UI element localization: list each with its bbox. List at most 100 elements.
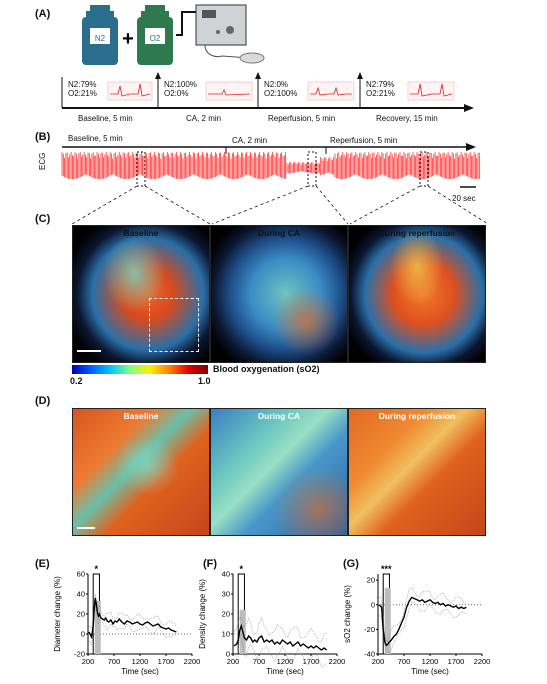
oct-image-d-during-ca: During CA	[210, 408, 348, 536]
scale-bar	[77, 527, 95, 529]
error-upper	[88, 594, 177, 630]
panel-c-title-during-ca: During CA	[257, 228, 301, 238]
oct-image-c-during-ca: During CA	[210, 225, 348, 363]
ecg-snippets	[107, 81, 455, 101]
ca-bar	[384, 587, 391, 654]
error-lower	[88, 601, 177, 646]
ecg-ca-label: CA, 2 min	[232, 136, 268, 145]
x-tick-label: 1200	[422, 657, 439, 666]
y-tick-label: 0	[371, 600, 375, 609]
panel-a-schematic: N2 + O2	[61, 4, 474, 112]
x-tick-label: 700	[253, 657, 266, 666]
y-tick-label: 40	[77, 590, 85, 599]
chart-diameter-change: 200 700 1200 1700 2200 -20 0 20 40 60 Time (sec) Di…	[53, 564, 200, 676]
x-tick-label: 700	[108, 657, 121, 666]
panel-label-a: (A)	[35, 8, 51, 20]
phase-baseline: Baseline, 5 min	[78, 114, 133, 123]
chart-so2-change: 200 700 1200 1700 2200 -40 -20 0 20 Time (sec) sO2…	[343, 564, 490, 676]
phase-reperfusion: Reperfusion, 5 min	[268, 114, 336, 123]
ecg-reperfusion-label: Reperfusion, 5 min	[330, 136, 398, 145]
y-tick-label: -20	[364, 625, 375, 634]
x-tick-label: 2200	[184, 657, 200, 666]
y-tick-label: -20	[74, 650, 85, 659]
ecg-waveform	[61, 152, 480, 180]
x-tick-label: 200	[82, 657, 95, 666]
panel-label-b: (B)	[35, 131, 51, 143]
phase-ca: CA, 2 min	[186, 114, 222, 123]
ecg-trace	[61, 143, 489, 225]
panel-label-c: (C)	[35, 213, 51, 225]
series-line	[378, 596, 467, 647]
gas-condition-3: N2:0% O2:100%	[264, 80, 298, 98]
panel-label-e: (E)	[35, 558, 50, 570]
y-tick-label: 40	[222, 570, 230, 579]
gas-condition-1: N2:79% O2:21%	[68, 80, 97, 98]
y-axis-label: sO2 change (%)	[343, 585, 352, 643]
phase-recovery: Recovery, 15 min	[376, 114, 438, 123]
x-tick-label: 1200	[132, 657, 149, 666]
x-axis-label: Time (sec)	[411, 667, 449, 676]
panel-c-title-reperfusion: During reperfusion	[378, 228, 456, 238]
chart-density-change: 200 700 1200 1700 2200 0 10 20 30 40 Time (sec) Den…	[198, 564, 345, 676]
x-tick-label: 1700	[303, 657, 320, 666]
significance-marker: *	[240, 564, 244, 574]
y-tick-label: 20	[222, 610, 230, 619]
x-tick-label: 700	[398, 657, 411, 666]
y-tick-label: 20	[77, 610, 85, 619]
ca-bar	[94, 601, 101, 654]
y-tick-label: 0	[81, 630, 85, 639]
panel-d-title-reperfusion: During reperfusion	[378, 411, 456, 421]
x-tick-label: 1200	[277, 657, 294, 666]
y-axis-label: Density change (%)	[198, 579, 207, 649]
colorbar-label: Blood oxygenation (sO2)	[213, 364, 320, 374]
x-axis-label: Time (sec)	[266, 667, 304, 676]
x-tick-label: 2200	[474, 657, 490, 666]
o2-label: O2	[150, 34, 161, 43]
colorbar-min: 0.2	[70, 376, 83, 386]
panel-label-d: (D)	[35, 395, 51, 407]
y-tick-label: 10	[222, 630, 230, 639]
significance-marker: *	[95, 564, 99, 574]
series-line	[233, 623, 328, 651]
error-lower	[378, 601, 467, 653]
x-axis-label: Time (sec)	[121, 667, 159, 676]
ecg-baseline-label: Baseline, 5 min	[68, 134, 123, 143]
series-line	[88, 597, 177, 640]
error-upper	[378, 587, 467, 642]
panel-label-g: (G)	[343, 558, 359, 570]
n2-label: N2	[95, 34, 106, 43]
x-tick-label: 1700	[448, 657, 465, 666]
gas-condition-2: N2:100% O2:0%	[164, 80, 197, 98]
significance-marker: ***	[381, 564, 392, 574]
scale-bar	[77, 350, 101, 352]
panel-c-title-baseline: Baseline	[123, 228, 159, 238]
ventilator-icon	[195, 4, 265, 64]
y-tick-label: 20	[367, 576, 375, 585]
error-lower	[233, 633, 327, 667]
gas-condition-4: N2:79% O2:21%	[366, 80, 395, 98]
y-tick-label: 0	[226, 650, 230, 659]
oct-image-c-reperfusion: During reperfusion	[348, 225, 486, 363]
x-tick-label: 1700	[158, 657, 175, 666]
zoom-region-box	[149, 298, 199, 352]
panel-d-title-baseline: Baseline	[123, 411, 159, 421]
y-tick-label: -40	[364, 650, 375, 659]
sO2-colorbar	[72, 365, 208, 374]
error-upper	[233, 616, 327, 643]
ecg-scale-label: 20 sec	[452, 194, 476, 203]
oct-image-c-baseline: Baseline	[72, 225, 210, 363]
oct-image-d-baseline: Baseline	[72, 408, 210, 536]
y-tick-label: 30	[222, 590, 230, 599]
panel-d-title-during-ca: During CA	[257, 411, 301, 421]
n2-bottle-icon	[82, 5, 118, 65]
x-tick-label: 200	[372, 657, 385, 666]
x-tick-label: 2200	[329, 657, 345, 666]
panel-label-f: (F)	[203, 558, 218, 570]
y-tick-label: 60	[77, 570, 85, 579]
x-tick-label: 200	[227, 657, 240, 666]
colorbar-max: 1.0	[198, 376, 211, 386]
o2-bottle-icon	[137, 5, 173, 65]
y-axis-label: Diameter change (%)	[53, 576, 62, 652]
oct-image-d-reperfusion: During reperfusion	[348, 408, 486, 536]
plus-sign: +	[122, 28, 134, 50]
